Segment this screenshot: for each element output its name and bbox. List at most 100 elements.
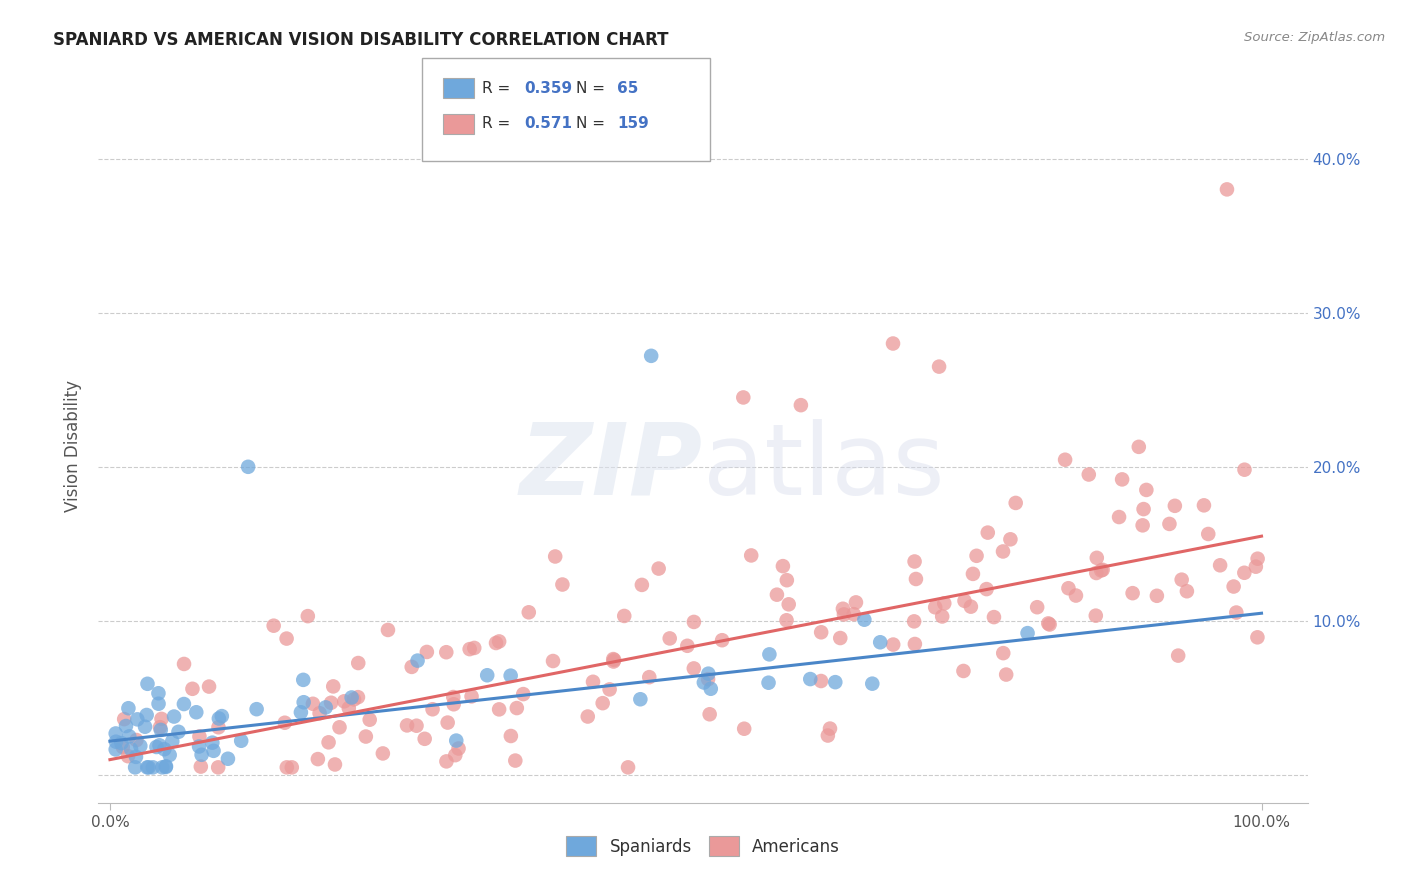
Point (995, 667, 1018, 681)
Point (772, 559, 794, 574)
Point (1122, 586, 1144, 600)
Point (292, 673, 315, 687)
Point (343, 692, 366, 706)
Point (960, 599, 983, 614)
Point (274, 715, 297, 730)
Point (832, 607, 855, 622)
Point (290, 706, 312, 720)
Text: 0.571: 0.571 (524, 117, 572, 131)
Point (904, 572, 927, 586)
Point (775, 613, 797, 627)
Point (882, 336, 904, 351)
Point (129, 739, 152, 753)
Point (120, 742, 142, 756)
Point (446, 733, 468, 747)
Point (347, 656, 370, 670)
Text: Source: ZipAtlas.com: Source: ZipAtlas.com (1244, 31, 1385, 45)
Point (135, 708, 157, 723)
Point (231, 733, 253, 747)
Point (1175, 584, 1198, 599)
Point (371, 747, 394, 761)
Point (328, 720, 350, 734)
Point (201, 736, 224, 750)
Point (155, 760, 177, 774)
Point (111, 739, 134, 754)
Point (405, 719, 427, 733)
Point (1222, 580, 1244, 594)
Point (422, 702, 444, 716)
Point (292, 695, 315, 709)
Point (138, 760, 160, 774)
Point (499, 668, 522, 682)
Point (354, 730, 377, 744)
Text: ZIP: ZIP (520, 419, 703, 516)
Point (962, 566, 984, 581)
Point (544, 549, 567, 564)
Point (1064, 589, 1087, 603)
Point (396, 718, 419, 732)
Point (150, 760, 173, 774)
Point (860, 676, 883, 690)
Point (436, 715, 458, 730)
Point (1108, 510, 1130, 524)
Point (211, 709, 233, 723)
Point (1085, 566, 1108, 580)
Point (778, 597, 800, 611)
Point (188, 730, 211, 744)
Point (1197, 527, 1219, 541)
Point (576, 709, 599, 723)
Point (810, 625, 832, 640)
Point (1057, 581, 1080, 595)
Point (145, 739, 167, 754)
Point (444, 748, 467, 763)
Point (136, 677, 159, 691)
Point (359, 713, 381, 727)
Point (406, 654, 429, 668)
Point (302, 697, 325, 711)
Point (321, 696, 343, 710)
Text: 159: 159 (617, 117, 650, 131)
Point (733, 391, 755, 405)
Point (162, 734, 184, 748)
Point (1084, 608, 1107, 623)
Point (983, 610, 1005, 624)
Point (340, 690, 363, 705)
Point (506, 701, 529, 715)
Point (682, 661, 704, 675)
Point (117, 701, 139, 715)
Point (347, 690, 370, 705)
Point (758, 648, 780, 662)
Text: SPANIARD VS AMERICAN VISION DISABILITY CORRELATION CHART: SPANIARD VS AMERICAN VISION DISABILITY C… (53, 31, 669, 49)
Point (134, 720, 156, 734)
Point (697, 672, 720, 686)
Point (976, 582, 998, 596)
Point (263, 618, 285, 632)
Point (149, 720, 172, 734)
Point (1164, 499, 1187, 513)
Point (307, 752, 329, 766)
Point (617, 760, 640, 774)
Point (217, 752, 239, 766)
Point (613, 609, 636, 624)
Point (458, 642, 481, 657)
Text: 0.359: 0.359 (524, 81, 572, 95)
Point (697, 666, 720, 681)
Point (824, 675, 846, 690)
Point (790, 398, 813, 412)
Text: R =: R = (482, 117, 516, 131)
Point (434, 645, 457, 659)
Point (934, 596, 956, 610)
Point (463, 640, 485, 655)
Text: R =: R = (482, 81, 516, 95)
Point (1039, 617, 1062, 632)
Point (602, 655, 624, 669)
Point (1135, 483, 1157, 497)
Point (318, 735, 340, 749)
Point (208, 711, 231, 725)
Point (181, 681, 204, 696)
Point (903, 554, 925, 568)
Point (1216, 182, 1239, 196)
Point (599, 682, 621, 697)
Point (631, 578, 654, 592)
Point (952, 664, 974, 678)
